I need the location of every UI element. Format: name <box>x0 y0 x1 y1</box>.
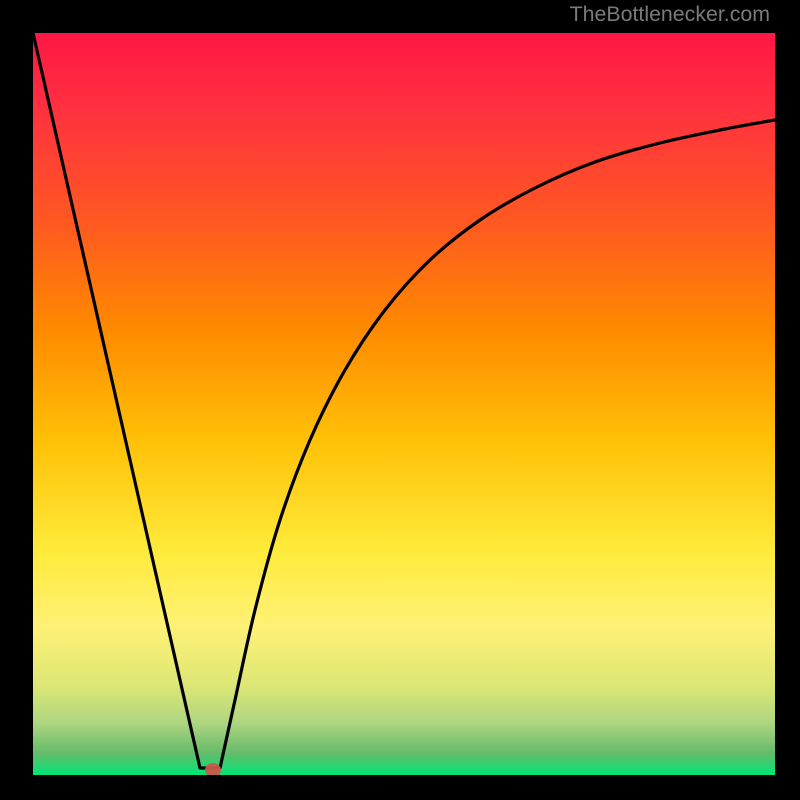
watermark-text: TheBottlenecker.com <box>570 2 770 27</box>
plot-area <box>33 33 775 775</box>
chart-container: { "bottleneck_chart": { "type": "line", … <box>0 0 800 800</box>
bottleneck-curve <box>33 33 775 775</box>
